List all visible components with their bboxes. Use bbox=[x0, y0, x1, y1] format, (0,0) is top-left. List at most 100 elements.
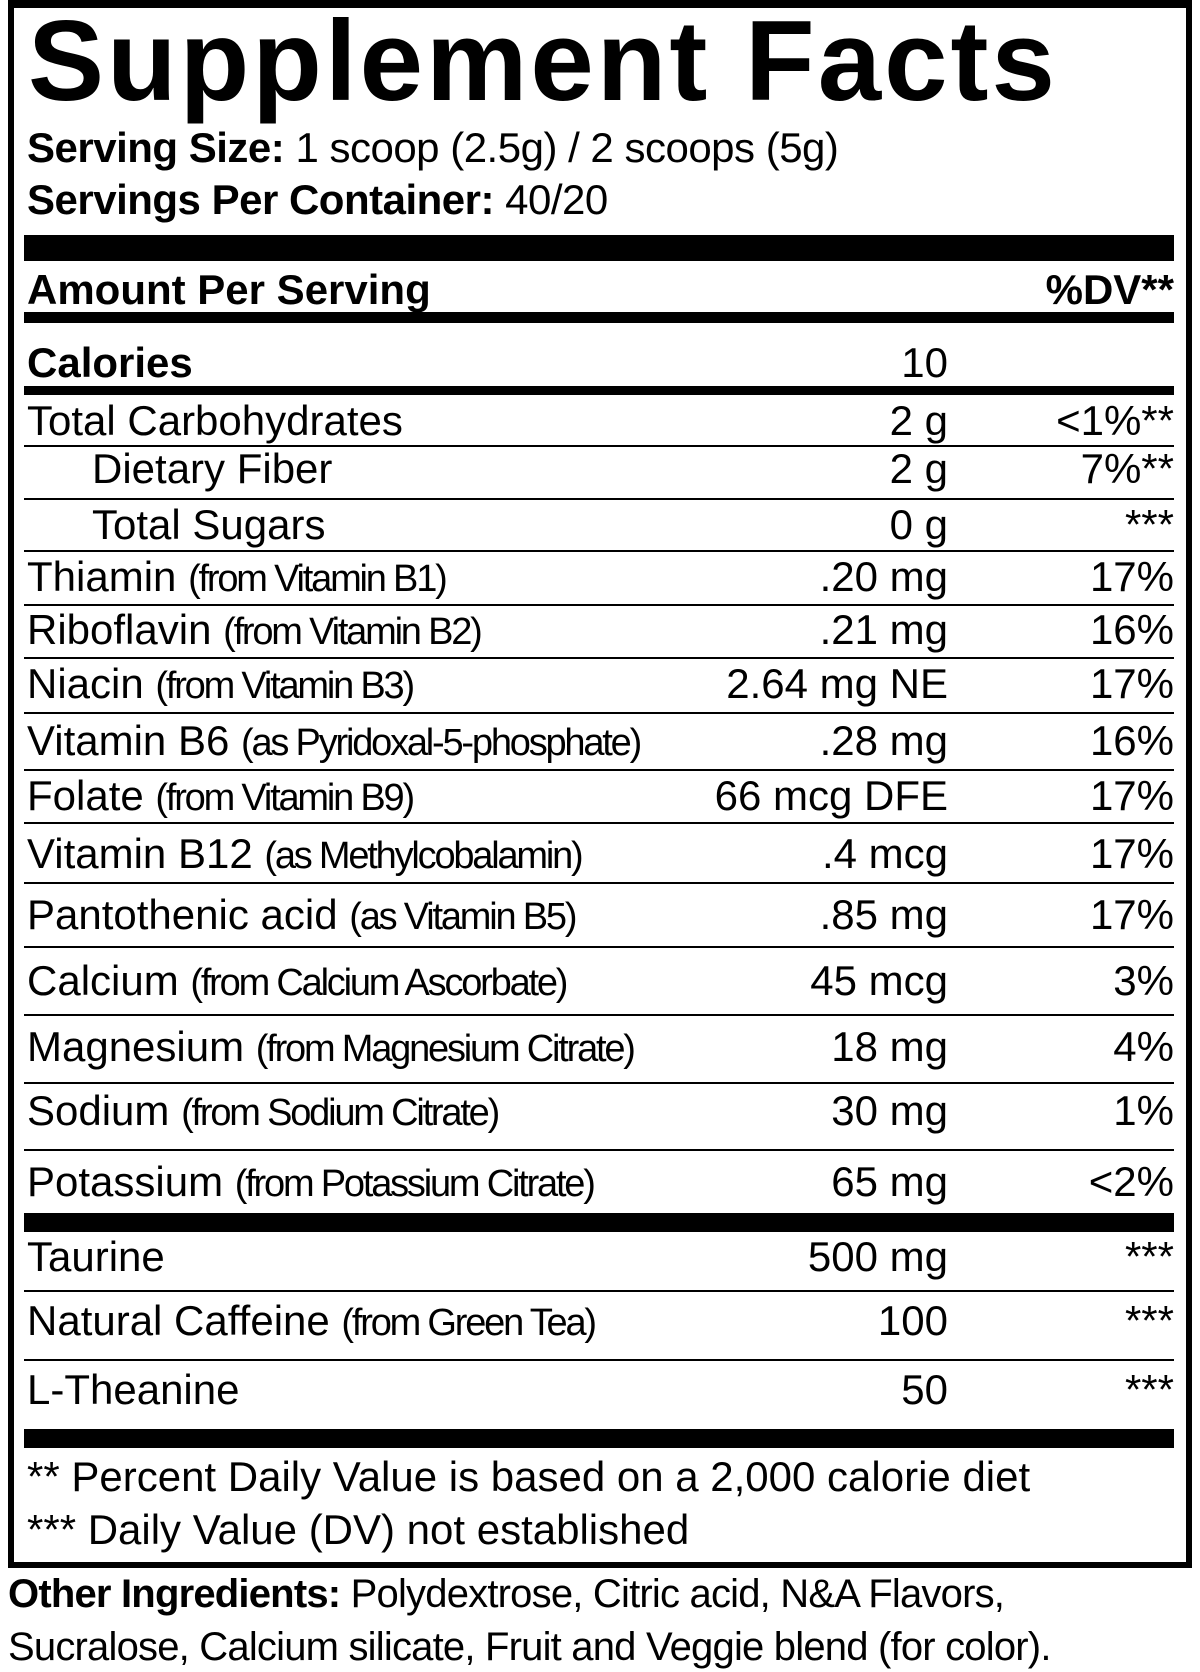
nutrient-label: Natural Caffeine bbox=[27, 1297, 330, 1344]
nutrient-row: Sodium (from Sodium Citrate) 30 mg 1% bbox=[0, 1086, 1200, 1136]
nutrient-dv: *** bbox=[1124, 1233, 1174, 1280]
nutrient-label: Total Carbohydrates bbox=[27, 397, 403, 444]
nutrient-dv: 4% bbox=[1113, 1023, 1174, 1070]
nutrient-amount: .4 mcg bbox=[821, 830, 948, 877]
footnote-dv-basis: ** Percent Daily Value is based on a 2,0… bbox=[27, 1453, 1031, 1500]
nutrient-amount: 50 bbox=[901, 1366, 948, 1413]
nutrient-source: (from Vitamin B2) bbox=[223, 611, 483, 653]
nutrient-name: Pantothenic acid (as Vitamin B5) bbox=[27, 890, 577, 942]
nutrient-dv: <2% bbox=[1088, 1158, 1174, 1205]
nutrient-amount: .20 mg bbox=[819, 553, 948, 600]
nutrient-label: Thiamin bbox=[27, 553, 177, 600]
divider bbox=[24, 550, 1174, 552]
divider bbox=[24, 1359, 1174, 1361]
divider bbox=[24, 712, 1174, 714]
thick-divider bbox=[24, 1213, 1174, 1232]
divider bbox=[24, 1290, 1174, 1292]
nutrient-dv: <1%** bbox=[1056, 397, 1174, 444]
nutrient-row: Dietary Fiber 2 g 7%** bbox=[0, 444, 1200, 494]
nutrient-amount: 65 mg bbox=[831, 1158, 948, 1205]
nutrient-amount: .85 mg bbox=[819, 891, 948, 938]
nutrient-amount: 500 mg bbox=[807, 1233, 948, 1280]
nutrient-row: Magnesium (from Magnesium Citrate) 18 mg 4… bbox=[0, 1022, 1200, 1072]
nutrient-row: Calories 10 bbox=[0, 338, 1200, 388]
amount-per-serving-header: Amount Per Serving bbox=[27, 266, 431, 313]
nutrient-name: Niacin (from Vitamin B3) bbox=[27, 659, 415, 711]
nutrient-amount: 66 mcg DFE bbox=[714, 772, 948, 819]
divider bbox=[24, 1014, 1174, 1016]
nutrient-amount: 2 g bbox=[889, 445, 948, 492]
nutrient-row: Total Carbohydrates 2 g <1%** bbox=[0, 396, 1200, 446]
nutrient-row: Folate (from Vitamin B9) 66 mcg DFE 17% bbox=[0, 771, 1200, 821]
nutrient-label: Total Sugars bbox=[92, 501, 326, 548]
nutrient-dv: *** bbox=[1124, 1297, 1174, 1344]
divider bbox=[24, 882, 1174, 884]
thick-divider bbox=[24, 386, 1174, 395]
nutrient-amount: 2 g bbox=[889, 397, 948, 444]
nutrient-row: Natural Caffeine (from Green Tea) 100 *** bbox=[0, 1296, 1200, 1346]
nutrient-name: Total Sugars bbox=[92, 500, 325, 550]
nutrient-label: Pantothenic acid bbox=[27, 891, 338, 938]
divider bbox=[24, 769, 1174, 771]
nutrient-name: Dietary Fiber bbox=[92, 444, 332, 494]
nutrient-row: Potassium (from Potassium Citrate) 65 mg <… bbox=[0, 1157, 1200, 1207]
divider bbox=[24, 445, 1174, 447]
other-ingredients: Other Ingredients: Polydextrose, Citric … bbox=[8, 1572, 1005, 1616]
nutrient-name: Folate (from Vitamin B9) bbox=[27, 771, 415, 823]
nutrient-label: L-Theanine bbox=[27, 1366, 240, 1413]
nutrient-dv: *** bbox=[1124, 501, 1174, 548]
footnote-dv-not-established: *** Daily Value (DV) not established bbox=[27, 1506, 690, 1553]
nutrient-amount: 10 bbox=[901, 339, 948, 386]
nutrient-amount: 45 mcg bbox=[810, 957, 948, 1004]
nutrient-source: (from Vitamin B9) bbox=[155, 777, 415, 819]
nutrient-amount: 18 mg bbox=[831, 1023, 948, 1070]
nutrient-dv: 3% bbox=[1113, 957, 1174, 1004]
nutrient-label: Riboflavin bbox=[27, 606, 212, 653]
panel-title: Supplement Facts bbox=[28, 0, 1058, 125]
nutrient-label: Sodium bbox=[27, 1087, 170, 1134]
nutrient-amount: 30 mg bbox=[831, 1087, 948, 1134]
daily-value-header: %DV** bbox=[1045, 266, 1174, 313]
nutrient-name: Sodium (from Sodium Citrate) bbox=[27, 1086, 500, 1138]
nutrient-dv: 16% bbox=[1089, 717, 1174, 764]
divider bbox=[24, 822, 1174, 824]
serving-size: Serving Size: 1 scoop (2.5g) / 2 scoops … bbox=[27, 124, 839, 171]
nutrient-dv: 17% bbox=[1089, 772, 1174, 819]
thick-divider bbox=[24, 235, 1174, 261]
nutrient-dv: 17% bbox=[1089, 660, 1174, 707]
nutrient-row: Vitamin B6 (as Pyridoxal-5-phosphate) .28… bbox=[0, 716, 1200, 766]
nutrient-label: Niacin bbox=[27, 660, 144, 707]
nutrient-name: Natural Caffeine (from Green Tea) bbox=[27, 1296, 597, 1348]
nutrient-dv: *** bbox=[1124, 1366, 1174, 1413]
nutrient-amount: .28 mg bbox=[819, 717, 948, 764]
nutrient-amount: .21 mg bbox=[819, 606, 948, 653]
nutrient-dv: 7%** bbox=[1080, 445, 1174, 492]
nutrient-source: (as Vitamin B5) bbox=[349, 896, 577, 938]
divider bbox=[24, 604, 1174, 606]
nutrient-row: Total Sugars 0 g *** bbox=[0, 500, 1200, 550]
nutrient-name: Taurine bbox=[27, 1232, 165, 1282]
nutrient-dv: 17% bbox=[1089, 830, 1174, 877]
nutrient-name: Total Carbohydrates bbox=[27, 396, 403, 446]
thick-divider bbox=[24, 1429, 1174, 1448]
nutrient-label: Potassium bbox=[27, 1158, 224, 1205]
thick-divider bbox=[24, 312, 1174, 323]
nutrient-label: Magnesium bbox=[27, 1023, 245, 1070]
nutrient-amount: 2.64 mg NE bbox=[726, 660, 948, 707]
nutrient-label: Vitamin B6 bbox=[27, 717, 230, 764]
nutrient-name: Vitamin B12 (as Methylcobalamin) bbox=[27, 829, 584, 881]
nutrient-row: Riboflavin (from Vitamin B2) .21 mg 16% bbox=[0, 605, 1200, 655]
nutrient-dv: 16% bbox=[1089, 606, 1174, 653]
nutrient-label: Vitamin B12 bbox=[27, 830, 253, 877]
nutrient-dv: 17% bbox=[1089, 553, 1174, 600]
nutrient-source: (from Vitamin B1) bbox=[188, 558, 448, 600]
nutrient-source: (from Vitamin B3) bbox=[155, 665, 415, 707]
nutrient-label: Taurine bbox=[27, 1233, 165, 1280]
nutrient-source: (as Pyridoxal-5-phosphate) bbox=[241, 722, 642, 764]
nutrient-name: Calcium (from Calcium Ascorbate) bbox=[27, 956, 568, 1008]
nutrient-row: Taurine 500 mg *** bbox=[0, 1232, 1200, 1282]
nutrient-label: Calcium bbox=[27, 957, 179, 1004]
nutrient-name: L-Theanine bbox=[27, 1365, 239, 1415]
nutrient-name: Magnesium (from Magnesium Citrate) bbox=[27, 1022, 636, 1074]
nutrient-name: Vitamin B6 (as Pyridoxal-5-phosphate) bbox=[27, 716, 642, 768]
